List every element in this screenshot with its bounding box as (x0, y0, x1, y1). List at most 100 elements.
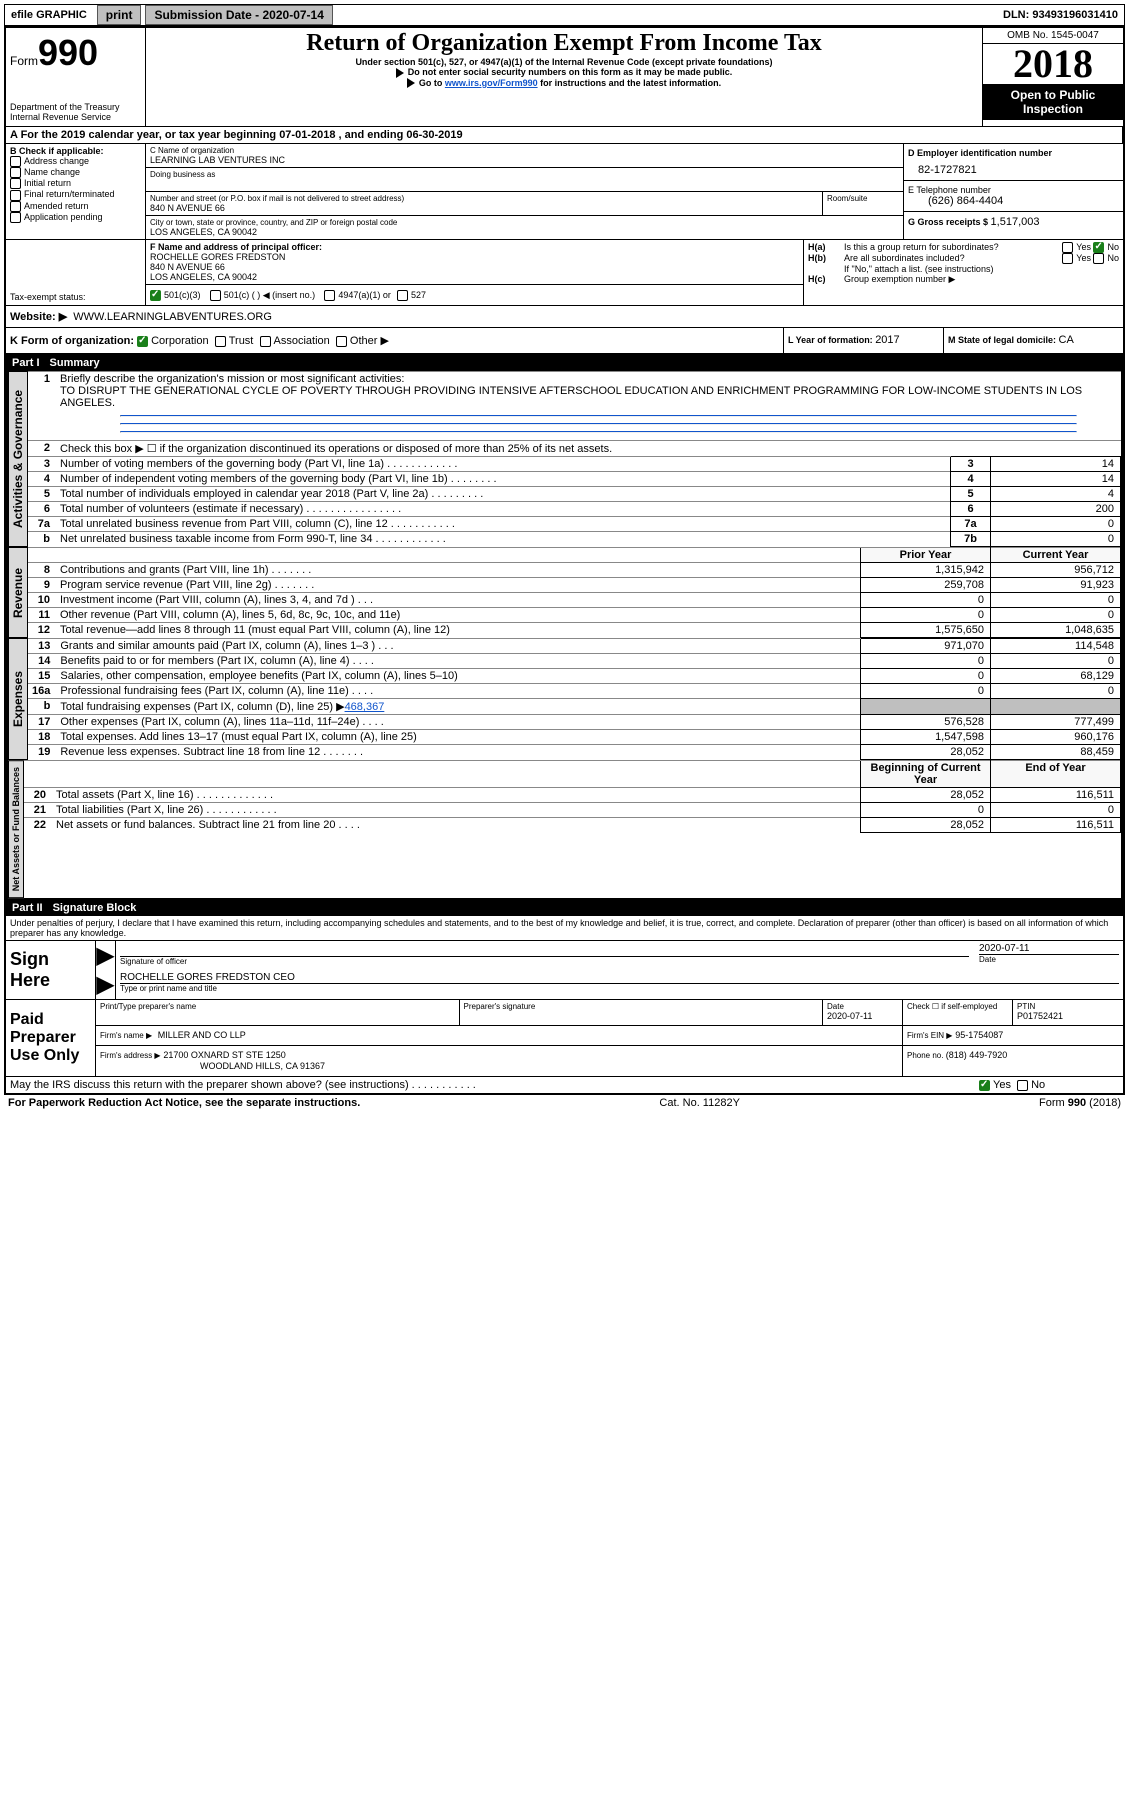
box-b: B Check if applicable: Address change Na… (6, 144, 146, 239)
rev-8-prior: 1,315,942 (861, 563, 991, 578)
form-990-label: Form990 (10, 32, 141, 74)
sign-here-label: Sign Here (6, 941, 96, 999)
city-state-zip: LOS ANGELES, CA 90042 (150, 227, 899, 237)
arrow-icon (407, 78, 415, 88)
sign-date: 2020-07-11 (979, 943, 1119, 954)
rev-10-curr: 0 (991, 593, 1121, 608)
form-subtitle: Under section 501(c), 527, or 4947(a)(1)… (154, 57, 974, 67)
form-title: Return of Organization Exempt From Incom… (154, 30, 974, 57)
expenses-label: Expenses (8, 638, 28, 760)
line-6-val: 200 (991, 502, 1121, 517)
exp-19-prior: 28,052 (861, 745, 991, 760)
exp-15-prior: 0 (861, 669, 991, 684)
check-address[interactable]: Address change (10, 156, 141, 167)
rev-8-curr: 956,712 (991, 563, 1121, 578)
street-address: 840 N AVENUE 66 (150, 203, 818, 213)
top-bar: efile GRAPHIC print Submission Date - 20… (4, 4, 1125, 26)
exp-16a-curr: 0 (991, 684, 1121, 699)
check-pending[interactable]: Application pending (10, 212, 141, 223)
check-initial[interactable]: Initial return (10, 178, 141, 189)
check-trust[interactable] (215, 336, 226, 347)
check-501c3[interactable] (150, 290, 161, 301)
part-2-header: Part II Signature Block (6, 900, 1123, 916)
officer-signature-name: ROCHELLE GORES FREDSTON CEO (120, 972, 1119, 983)
header-mid: Return of Organization Exempt From Incom… (146, 28, 983, 126)
check-501c[interactable] (210, 290, 221, 301)
rev-11-curr: 0 (991, 608, 1121, 623)
exp-15-curr: 68,129 (991, 669, 1121, 684)
ptin: P01752421 (1017, 1011, 1119, 1021)
box-h: H(a) Is this a group return for subordin… (803, 240, 1123, 305)
arrow-icon (396, 68, 404, 78)
discuss-no[interactable] (1017, 1080, 1028, 1091)
firm-name: MILLER AND CO LLP (158, 1030, 246, 1040)
fundraising-link[interactable]: 468,367 (345, 701, 385, 713)
box-klm: K Form of organization: Corporation Trus… (6, 328, 1123, 355)
info-block-2: Tax-exempt status: F Name and address of… (6, 239, 1123, 305)
governance-section: Activities & Governance 1 Briefly descri… (6, 371, 1123, 547)
print-button[interactable]: print (97, 5, 142, 25)
firm-phone: (818) 449-7920 (946, 1050, 1008, 1060)
discuss-yes[interactable] (979, 1080, 990, 1091)
open-public-badge: Open to Public Inspection (983, 84, 1123, 120)
net-21-begin: 0 (861, 803, 991, 818)
org-name: LEARNING LAB VENTURES INC (150, 155, 899, 165)
year-formation: 2017 (875, 334, 899, 346)
check-assoc[interactable] (260, 336, 271, 347)
line-7b-val: 0 (991, 532, 1121, 547)
exp-19-curr: 88,459 (991, 745, 1121, 760)
rev-12-prior: 1,575,650 (861, 623, 991, 638)
box-j: Website: ▶ WWW.LEARNINGLABVENTURES.ORG (6, 305, 1123, 328)
exp-14-prior: 0 (861, 654, 991, 669)
form-container: Form990 Department of the Treasury Inter… (4, 26, 1125, 1095)
dln-label: DLN: 93493196031410 (1003, 9, 1124, 21)
note-goto: Go to www.irs.gov/Form990 for instructio… (154, 78, 974, 89)
tax-year: 2018 (983, 44, 1123, 84)
phone: (626) 864-4404 (908, 195, 1119, 207)
exp-17-curr: 777,499 (991, 715, 1121, 730)
state-domicile: CA (1059, 334, 1074, 346)
paid-preparer-block: Paid Preparer Use Only Print/Type prepar… (6, 1000, 1123, 1076)
net-assets-label: Net Assets or Fund Balances (8, 760, 24, 898)
net-20-begin: 28,052 (861, 788, 991, 803)
exp-18-curr: 960,176 (991, 730, 1121, 745)
line-5-val: 4 (991, 487, 1121, 502)
box-c: C Name of organization LEARNING LAB VENT… (146, 144, 903, 239)
penalty-statement: Under penalties of perjury, I declare th… (6, 916, 1123, 941)
net-21-end: 0 (991, 803, 1121, 818)
officer-name: ROCHELLE GORES FREDSTON (150, 252, 799, 262)
header-left: Form990 Department of the Treasury Inter… (6, 28, 146, 126)
hb-no[interactable] (1093, 253, 1104, 264)
firm-addr2: WOODLAND HILLS, CA 91367 (100, 1061, 325, 1071)
preparer-date: 2020-07-11 (827, 1011, 898, 1021)
tax-exempt-left: Tax-exempt status: (6, 240, 146, 305)
check-name[interactable]: Name change (10, 167, 141, 178)
irs-link[interactable]: www.irs.gov/Form990 (445, 78, 538, 88)
line-7a-val: 0 (991, 517, 1121, 532)
efile-label: efile GRAPHIC (5, 9, 93, 21)
check-amended[interactable]: Amended return (10, 201, 141, 212)
rev-9-prior: 259,708 (861, 578, 991, 593)
firm-ein: 95-1754087 (955, 1030, 1003, 1040)
line-4-val: 14 (991, 472, 1121, 487)
page-footer: For Paperwork Reduction Act Notice, see … (4, 1095, 1125, 1111)
rev-12-curr: 1,048,635 (991, 623, 1121, 638)
ha-no[interactable] (1093, 242, 1104, 253)
check-final[interactable]: Final return/terminated (10, 189, 141, 200)
submission-button[interactable]: Submission Date - 2020-07-14 (145, 5, 332, 25)
period-line: A For the 2019 calendar year, or tax yea… (6, 127, 1123, 144)
sign-here-block: Sign Here ▶▶ Signature of officer 2020-0… (6, 941, 1123, 1000)
ha-yes[interactable] (1062, 242, 1073, 253)
exp-13-prior: 971,070 (861, 639, 991, 654)
line-3-val: 14 (991, 457, 1121, 472)
check-corp[interactable] (137, 336, 148, 347)
discuss-row: May the IRS discuss this return with the… (6, 1076, 1123, 1093)
check-527[interactable] (397, 290, 408, 301)
hb-yes[interactable] (1062, 253, 1073, 264)
revenue-label: Revenue (8, 547, 28, 638)
check-other[interactable] (336, 336, 347, 347)
exp-16a-prior: 0 (861, 684, 991, 699)
ein: 82-1727821 (908, 158, 1119, 176)
net-assets-section: Net Assets or Fund Balances Beginning of… (6, 760, 1123, 900)
check-4947[interactable] (324, 290, 335, 301)
